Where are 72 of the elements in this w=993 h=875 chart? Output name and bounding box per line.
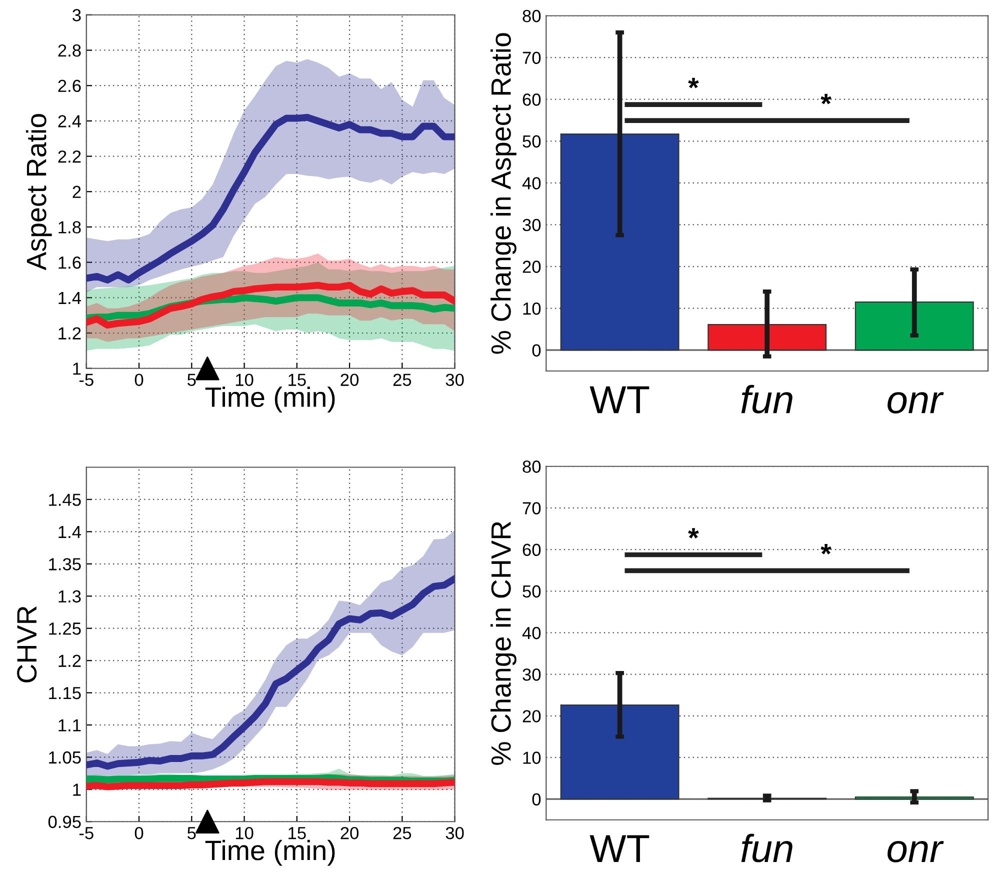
- y-tick-label: 70: [522, 502, 541, 514]
- y-tick-label: 3: [72, 9, 81, 22]
- y-axis-title: % Change in Aspect Ratio: [490, 33, 516, 354]
- y-tick-label: 1.8: [58, 221, 81, 234]
- y-tick-label: 1.1: [58, 719, 81, 732]
- y-tick-label: 2.4: [58, 115, 82, 128]
- y-tick-label: 0.95: [48, 816, 81, 828]
- y-tick-label: 1.3: [58, 590, 81, 603]
- y-tick-label: 2.6: [58, 80, 81, 92]
- y-tick-label: 50: [522, 585, 541, 598]
- y-tick-label: 20: [522, 710, 541, 722]
- x-tick-label: 10: [236, 826, 254, 840]
- x-axis-title: Time (min): [205, 840, 335, 866]
- y-tick-label: 40: [522, 626, 541, 640]
- y-tick-label: 1.2: [58, 327, 81, 340]
- y-tick-label: 1.45: [49, 494, 81, 506]
- y-tick-label: 0: [532, 344, 541, 357]
- y-tick-label: 80: [522, 10, 541, 22]
- y-tick-label: 1.4: [58, 292, 82, 304]
- x-tick-label: 5: [188, 374, 196, 386]
- x-tick-label: WT: [590, 835, 650, 862]
- y-tick-label: 50: [522, 135, 541, 148]
- y-tick-label: 30: [522, 668, 541, 681]
- annotation: *: [820, 94, 832, 104]
- y-tick-label: 1.25: [49, 622, 81, 635]
- x-tick-label: -5: [79, 827, 94, 840]
- x-tick-label: 10: [236, 374, 254, 386]
- x-tick-label: WT: [590, 386, 650, 414]
- x-tick-label: 0: [134, 826, 144, 840]
- y-tick-label: 40: [522, 177, 541, 190]
- y-axis-title: CHVR: [17, 606, 37, 682]
- y-tick-label: 1: [73, 784, 81, 796]
- y-tick-label: 2: [72, 186, 81, 198]
- x-tick-label: 25: [393, 374, 412, 386]
- y-tick-label: 10: [523, 302, 541, 315]
- y-tick-label: 1.2: [58, 654, 81, 667]
- y-axis-title: Aspect Ratio: [26, 114, 52, 270]
- x-tick-label: fun: [741, 384, 792, 414]
- x-tick-label: 30: [446, 374, 464, 386]
- x-tick-label: fun: [741, 834, 792, 862]
- x-tick-label: 0: [134, 374, 144, 386]
- y-tick-label: 1.15: [49, 687, 81, 700]
- x-tick-label: onr: [888, 392, 944, 414]
- y-tick-label: 60: [522, 94, 541, 106]
- y-tick-label: 20: [522, 260, 541, 273]
- annotation: *: [688, 528, 699, 538]
- x-tick-label: onr: [888, 841, 944, 862]
- y-tick-label: 2.2: [58, 150, 81, 163]
- y-tick-label: 70: [522, 52, 541, 64]
- y-tick-label: 80: [522, 460, 541, 473]
- y-tick-label: 1.4: [58, 526, 82, 538]
- y-tick-label: 2.8: [58, 44, 81, 57]
- x-tick-label: 15: [288, 374, 306, 386]
- x-tick-label: 30: [446, 826, 464, 840]
- y-axis-title: % Change in CHVR: [490, 522, 516, 765]
- annotation: *: [688, 78, 699, 88]
- x-tick-label: 5: [188, 827, 196, 840]
- y-tick-label: 1.35: [49, 558, 81, 570]
- x-tick-label: 20: [340, 826, 359, 840]
- y-tick-label: 30: [522, 218, 541, 232]
- x-tick-label: -5: [79, 374, 94, 386]
- y-tick-label: 10: [523, 752, 541, 764]
- y-tick-label: 60: [522, 544, 541, 556]
- x-tick-label: 15: [288, 827, 306, 840]
- x-tick-label: 25: [393, 826, 412, 840]
- x-axis-title: Time (min): [205, 386, 335, 413]
- x-tick-label: 20: [340, 374, 359, 386]
- y-tick-label: 1.05: [49, 751, 81, 764]
- y-tick-label: 0: [532, 793, 541, 806]
- annotation: *: [820, 544, 832, 554]
- y-tick-label: 1.6: [58, 256, 81, 269]
- y-tick-label: 1: [73, 362, 81, 375]
